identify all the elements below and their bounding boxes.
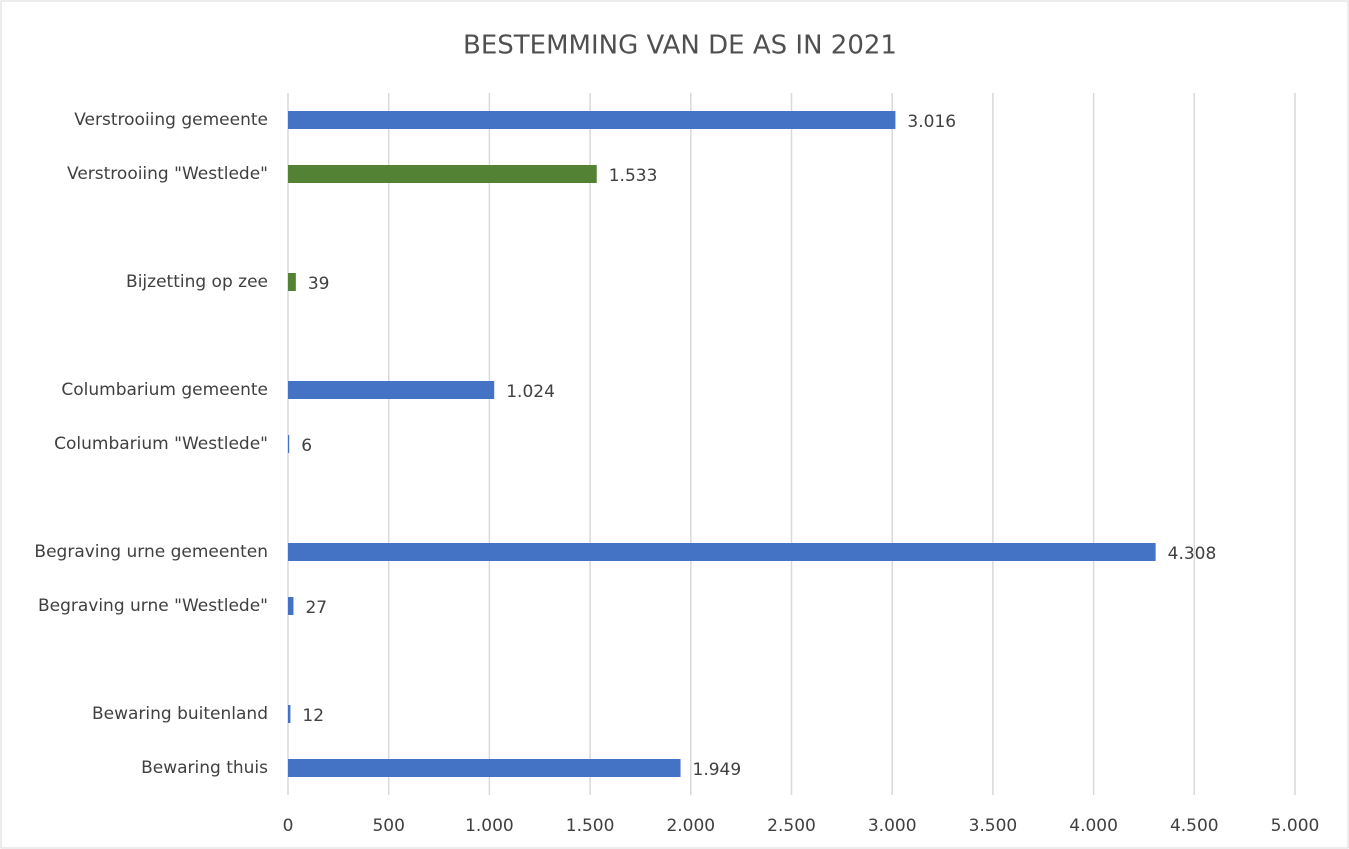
bar: [288, 111, 896, 129]
y-tick-label: Bewaring thuis: [141, 758, 268, 778]
y-tick-label: Bijzetting op zee: [126, 272, 268, 292]
bar: [288, 759, 681, 777]
x-tick-label: 0: [283, 816, 294, 836]
x-tick-label: 4.500: [1170, 816, 1219, 836]
y-tick-label: Verstrooiing "Westlede": [67, 164, 268, 184]
value-label: 1.533: [609, 166, 658, 186]
y-tick-label: Columbarium "Westlede": [54, 434, 268, 454]
bar: [288, 381, 495, 399]
x-tick-label: 4.000: [1069, 816, 1118, 836]
value-label: 1.024: [506, 382, 555, 402]
y-tick-label: Begraving urne "Westlede": [38, 596, 268, 616]
x-tick-label: 1.500: [566, 816, 615, 836]
bar: [288, 705, 291, 723]
x-tick-label: 500: [372, 816, 404, 836]
value-label: 6: [301, 436, 312, 456]
x-tick-label: 5.000: [1271, 816, 1320, 836]
bar: [288, 435, 290, 453]
bar: [288, 597, 294, 615]
value-label: 27: [305, 598, 327, 618]
x-tick-label: 2.500: [767, 816, 816, 836]
y-tick-label: Begraving urne gemeenten: [34, 542, 268, 562]
value-label: 4.308: [1168, 544, 1217, 564]
bar: [288, 273, 296, 291]
y-tick-label: Bewaring buitenland: [92, 704, 268, 724]
x-tick-label: 3.000: [868, 816, 917, 836]
bar: [288, 165, 597, 183]
bar: [288, 543, 1156, 561]
x-tick-label: 2.000: [666, 816, 715, 836]
x-tick-label: 1.000: [465, 816, 514, 836]
value-label: 3.016: [907, 112, 956, 132]
value-label: 12: [302, 706, 324, 726]
chart-title: BESTEMMING VAN DE AS IN 2021: [463, 31, 897, 61]
y-tick-label: Columbarium gemeente: [61, 380, 268, 400]
value-label: 1.949: [693, 760, 742, 780]
value-label: 39: [308, 274, 330, 294]
x-tick-label: 3.500: [969, 816, 1018, 836]
y-tick-label: Verstrooiing gemeente: [74, 110, 268, 130]
